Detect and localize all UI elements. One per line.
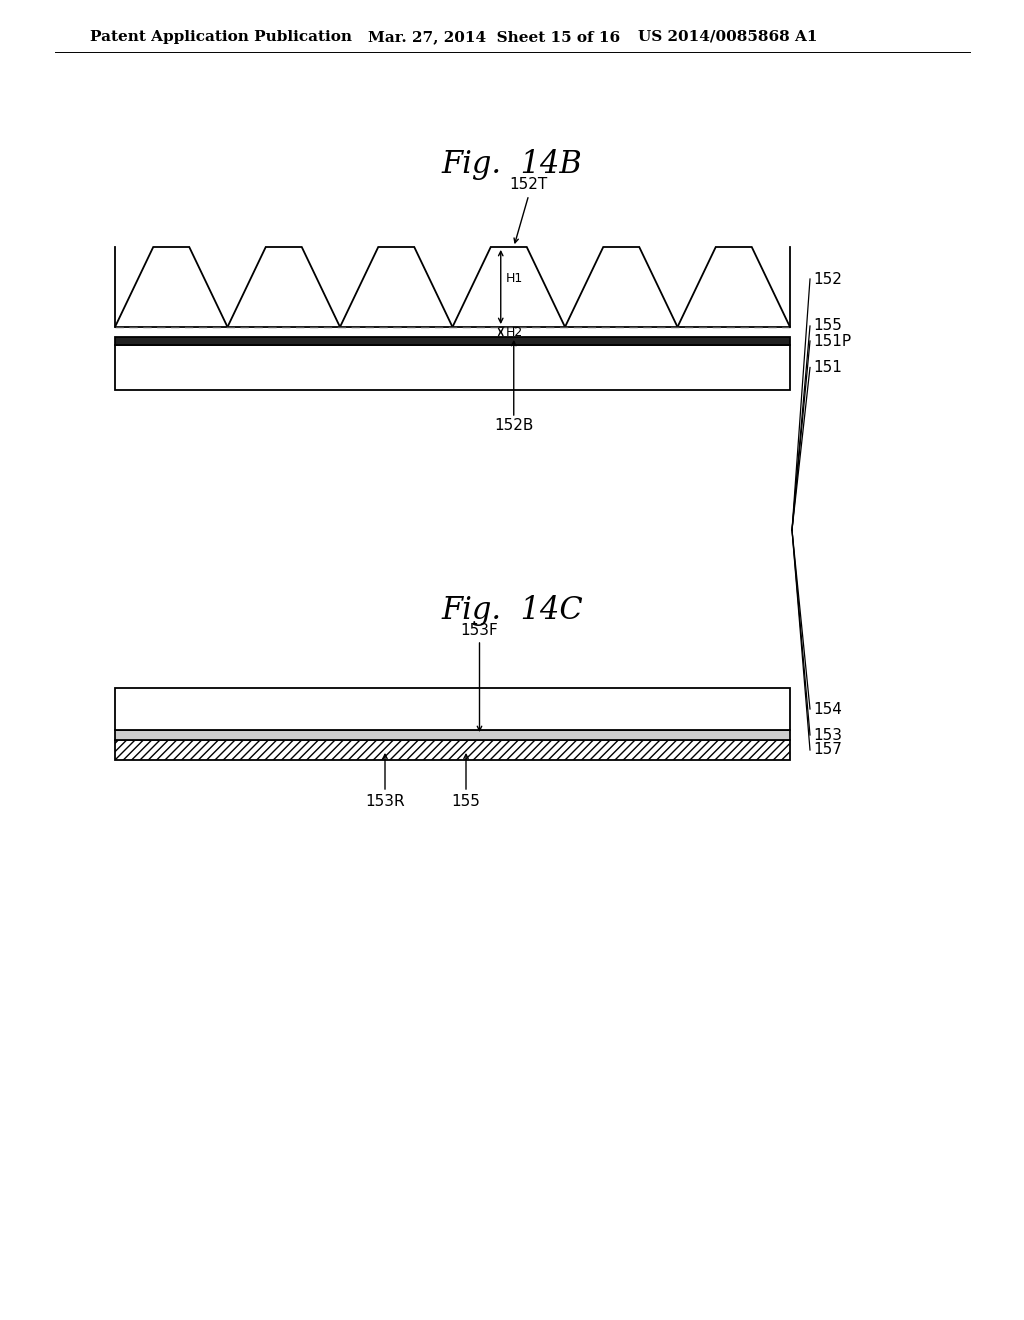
- Text: H2: H2: [506, 326, 523, 338]
- Text: 152T: 152T: [510, 177, 548, 191]
- Text: Fig.  14B: Fig. 14B: [441, 149, 583, 181]
- Text: 152: 152: [813, 272, 842, 286]
- Text: Patent Application Publication: Patent Application Publication: [90, 30, 352, 44]
- Text: US 2014/0085868 A1: US 2014/0085868 A1: [638, 30, 817, 44]
- Text: H1: H1: [506, 272, 523, 285]
- Bar: [115, 730, 790, 741]
- Polygon shape: [678, 247, 790, 327]
- Text: 153: 153: [813, 727, 842, 742]
- Bar: [115, 688, 790, 730]
- Polygon shape: [340, 247, 453, 327]
- Bar: [115, 337, 790, 345]
- Text: 157: 157: [813, 742, 842, 758]
- Text: 153F: 153F: [461, 623, 499, 638]
- Text: 151: 151: [813, 360, 842, 375]
- Text: 154: 154: [813, 701, 842, 717]
- Polygon shape: [115, 247, 227, 327]
- Text: 151P: 151P: [813, 334, 851, 348]
- Bar: [115, 741, 790, 760]
- Text: 152B: 152B: [494, 418, 534, 433]
- Polygon shape: [453, 247, 565, 327]
- Text: Mar. 27, 2014  Sheet 15 of 16: Mar. 27, 2014 Sheet 15 of 16: [368, 30, 621, 44]
- Bar: [115, 345, 790, 389]
- Polygon shape: [227, 247, 340, 327]
- Bar: [115, 741, 790, 760]
- Text: 153R: 153R: [366, 795, 404, 809]
- Text: 155: 155: [452, 795, 480, 809]
- Text: Fig.  14C: Fig. 14C: [441, 594, 583, 626]
- Polygon shape: [565, 247, 678, 327]
- Text: 155: 155: [813, 318, 842, 334]
